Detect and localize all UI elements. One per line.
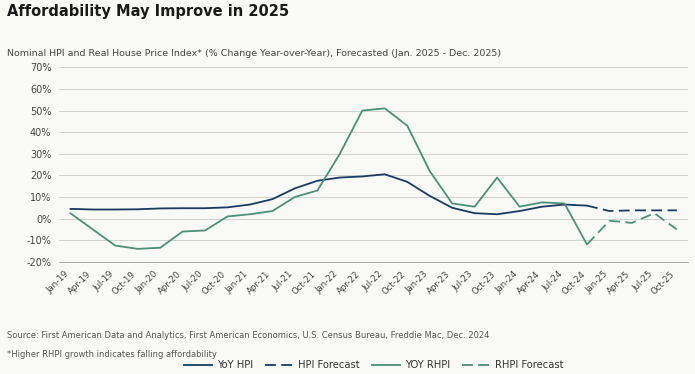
Text: *Higher RHPI growth indicates falling affordability: *Higher RHPI growth indicates falling af… [7,350,217,359]
Legend: YoY HPI, HPI Forecast, YOY RHPI, RHPI Forecast: YoY HPI, HPI Forecast, YOY RHPI, RHPI Fo… [180,356,567,374]
Text: Nominal HPI and Real House Price Index* (% Change Year-over-Year), Forecasted (J: Nominal HPI and Real House Price Index* … [7,49,501,58]
Text: Source: First American Data and Analytics, First American Economics, U.S. Census: Source: First American Data and Analytic… [7,331,489,340]
Text: Affordability May Improve in 2025: Affordability May Improve in 2025 [7,4,289,19]
